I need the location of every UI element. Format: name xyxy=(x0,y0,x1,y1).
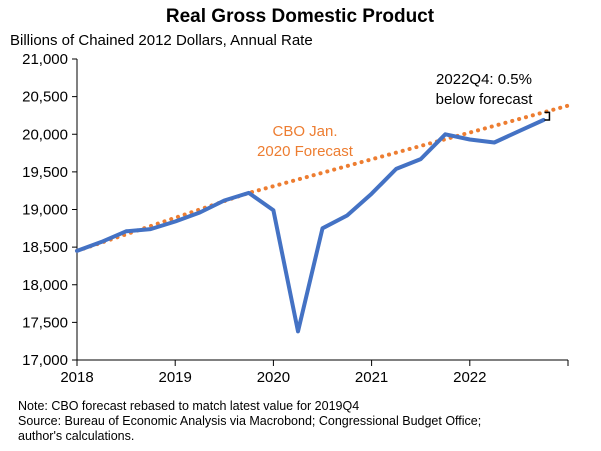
y-tick-label: 21,000 xyxy=(22,51,68,68)
y-tick-label: 17,000 xyxy=(22,352,68,369)
x-axis-ticks: 2018 2019 2020 2021 2022 xyxy=(60,360,569,386)
note-line1: Note: CBO forecast rebased to match late… xyxy=(18,399,359,413)
y-tick-label: 17,500 xyxy=(22,314,68,331)
gdp-series-line xyxy=(75,118,546,334)
x-tick-label: 2021 xyxy=(355,369,388,386)
x-tick-label: 2020 xyxy=(257,369,290,386)
gap-label-line2: below forecast xyxy=(436,91,534,108)
y-tick-label: 18,500 xyxy=(22,239,68,256)
y-tick-label: 19,000 xyxy=(22,202,68,219)
gap-label-line1: 2022Q4: 0.5% xyxy=(436,71,532,88)
y-tick-label: 19,500 xyxy=(22,164,68,181)
chart-subtitle: Billions of Chained 2012 Dollars, Annual… xyxy=(10,32,313,49)
y-tick-label: 20,500 xyxy=(22,89,68,106)
note-line2: Source: Bureau of Economic Analysis via … xyxy=(18,414,481,428)
x-tick-label: 2019 xyxy=(159,369,192,386)
y-tick-label: 18,000 xyxy=(22,277,68,294)
forecast-label-line1: CBO Jan. xyxy=(272,123,337,140)
x-tick-label: 2022 xyxy=(453,369,486,386)
series-layer xyxy=(75,103,570,334)
y-axis-ticks: 17,000 17,500 18,000 18,500 19,000 19,500 20,0… xyxy=(22,51,77,369)
forecast-label-line2: 2020 Forecast xyxy=(257,143,354,160)
note-line3: author's calculations. xyxy=(18,429,134,443)
chart-title: Real Gross Domestic Product xyxy=(166,6,435,27)
x-tick-label: 2018 xyxy=(60,369,93,386)
gap-bracket xyxy=(544,111,551,121)
y-tick-label: 20,000 xyxy=(22,126,68,143)
